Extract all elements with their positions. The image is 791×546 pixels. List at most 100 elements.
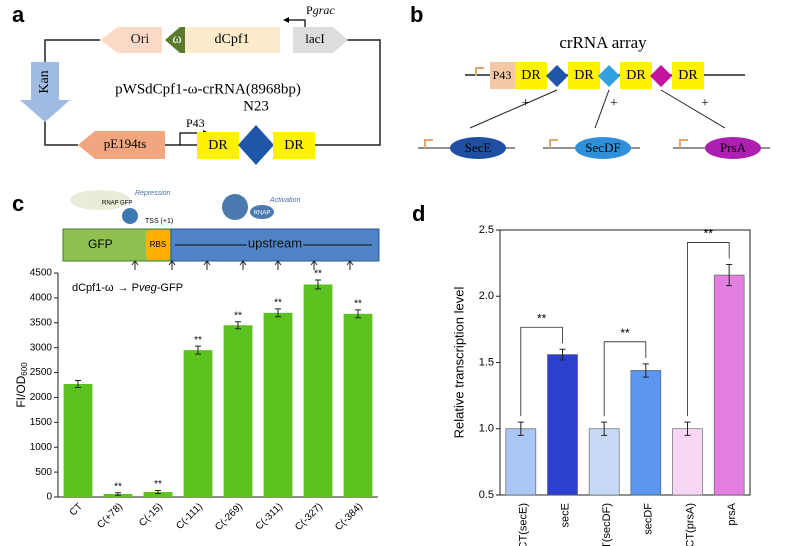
x-tick-label: C(-384) <box>333 501 365 533</box>
construct-p: P <box>132 282 139 294</box>
dr-label: DR <box>208 138 228 153</box>
significance: ** <box>154 479 162 490</box>
construct-a: dCpf1-ω <box>72 282 114 294</box>
plus-label: + <box>610 96 618 111</box>
promoter-arrow <box>679 139 688 148</box>
dr-label: DR <box>284 138 304 153</box>
dcpf1-box <box>185 27 280 53</box>
y-tick-label: 1.0 <box>479 423 494 435</box>
dr-box <box>620 62 652 89</box>
panel-label: d <box>412 201 425 226</box>
spacer-diamond <box>546 65 568 87</box>
ori-label: Ori <box>131 32 150 47</box>
rnap-label: RNAP <box>102 201 119 207</box>
dr-box <box>515 62 547 89</box>
panel-b: b crRNA array P43 DR DR DR DR+SecE+SecDF+Pr… <box>410 2 770 159</box>
tss-label: TSS (+1) <box>145 218 173 225</box>
error-bar <box>684 421 691 436</box>
spacer-diamond <box>238 125 274 165</box>
y-tick-label: 500 <box>35 467 52 478</box>
rnap-icon <box>250 205 274 219</box>
y-tick-label: 2.5 <box>479 224 494 236</box>
panel-label: a <box>12 2 25 27</box>
gene-box <box>705 137 761 159</box>
dcpf1-label: dCpf1 <box>215 32 250 47</box>
dr-box <box>197 132 239 159</box>
plasmid-name: pWSdCpf1-ω-crRNA(8968bp) <box>115 81 301 97</box>
site-arrow <box>346 260 354 270</box>
activation-label: Activation <box>269 197 300 204</box>
repression-cloud <box>70 190 130 210</box>
omega-arrow <box>165 27 185 53</box>
dr-label: DR <box>521 68 541 83</box>
significance-bracket <box>520 326 563 417</box>
site-arrow <box>131 260 139 270</box>
promoter-arrow <box>549 139 558 148</box>
pgrac-label: Pgrac <box>306 3 335 17</box>
pgrac-i: grac <box>313 3 336 17</box>
pe194ts-arrow <box>78 131 165 159</box>
dr-label: DR <box>678 68 698 83</box>
laci-label: lacI <box>305 31 324 46</box>
error-bar <box>275 308 281 318</box>
panel-a: a Ori ω dCpf1 Pgrac lacI Kan pWSdCpf1-ω-… <box>12 2 381 165</box>
gene-label: SecDF <box>585 140 620 155</box>
significance-bracket <box>687 242 730 417</box>
construct-b: -GFP <box>157 282 183 294</box>
construct-label: dCpf1-ω → Pveg-GFP <box>72 282 183 294</box>
p43-label: P43 <box>186 116 205 130</box>
processing-arrow <box>469 89 558 129</box>
p43-arrow <box>179 132 205 145</box>
y-axis-title: FI/OD600 <box>14 362 29 408</box>
y-title-sub: 600 <box>20 362 29 376</box>
dr-label: DR <box>626 68 646 83</box>
significance-bracket <box>603 341 647 417</box>
gene-box <box>450 137 506 159</box>
bar <box>143 492 173 497</box>
site-arrow <box>310 260 318 270</box>
upstream-label: upstream <box>248 235 302 250</box>
kan-label: Kan <box>37 70 52 93</box>
error-bar <box>355 309 361 319</box>
array-title: crRNA array <box>559 33 647 52</box>
significance: ** <box>537 311 547 325</box>
x-tick-label: secDF <box>643 503 655 535</box>
bar <box>223 325 253 497</box>
promoter-arrow <box>424 139 433 148</box>
dcpf1-icon <box>122 208 138 224</box>
rbs-box <box>146 230 170 260</box>
significance: ** <box>354 298 362 309</box>
error-bar <box>559 348 566 361</box>
y-tick-label: 3000 <box>30 342 53 353</box>
y-tick-label: 2500 <box>30 367 53 378</box>
bar <box>588 428 620 496</box>
axis-frame <box>499 229 751 496</box>
x-tick-label: C(-327) <box>293 501 325 533</box>
error-bar <box>315 279 321 290</box>
bar <box>547 354 578 496</box>
pgrac-p: P <box>306 3 313 17</box>
significance: ** <box>194 335 202 346</box>
panel-label: b <box>410 2 423 27</box>
bar <box>505 428 537 496</box>
significance: ** <box>274 297 282 308</box>
y-tick-label: 2000 <box>30 392 53 403</box>
gene-label: PrsA <box>720 140 747 155</box>
gfp-small-label: GFP <box>120 201 132 207</box>
processing-arrow <box>594 89 610 129</box>
y-tick-label: 1000 <box>30 442 53 453</box>
y-tick-label: 1.5 <box>479 356 494 368</box>
y-tick-label: 2.0 <box>479 290 494 302</box>
y-axis-title: Relative transcription level <box>451 287 466 439</box>
dr-box <box>273 132 315 159</box>
gene-box <box>575 137 631 159</box>
dr-box <box>568 62 600 89</box>
rnap-label: RNAP <box>254 211 271 217</box>
significance: ** <box>114 481 122 492</box>
x-tick-label: C(-111) <box>174 501 205 532</box>
x-tick-label: C(+78) <box>95 501 125 531</box>
panel-c-diagram: c Repression RNAP GFP TSS (+1) RNAP Acti… <box>12 190 380 294</box>
error-bar <box>642 363 649 378</box>
error-bar <box>155 490 161 495</box>
